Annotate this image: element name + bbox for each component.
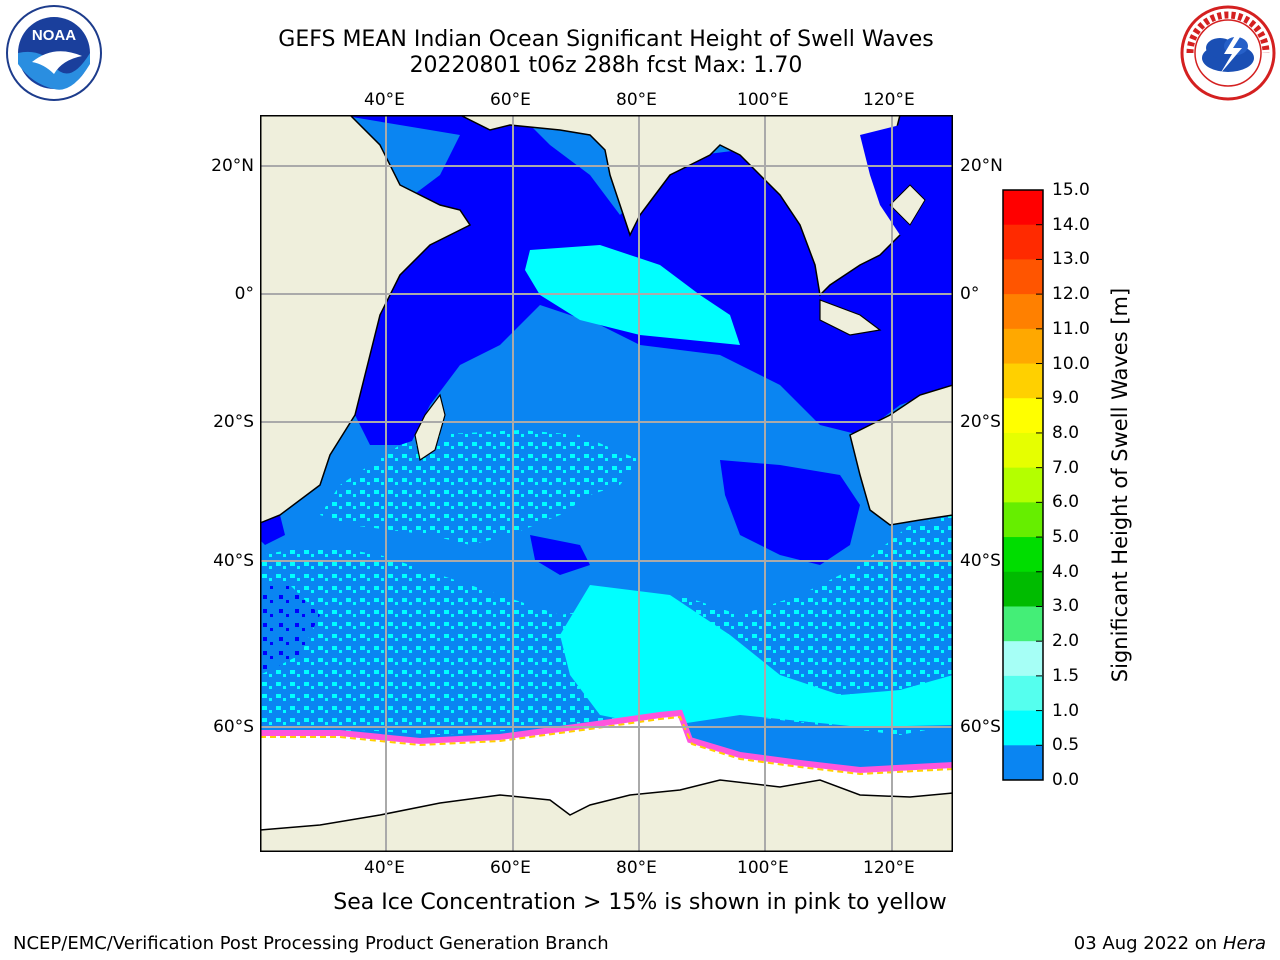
date-stamp: 03 Aug 2022 on Hera — [1074, 933, 1266, 954]
colorbar-tick-label: 0.0 — [1052, 770, 1080, 790]
colorbar-title: Significant Height of Swell Waves [m] — [1108, 287, 1132, 683]
colorbar-segment — [1003, 363, 1043, 399]
lon-label-bottom: 80°E — [616, 858, 657, 878]
colorbar — [1002, 189, 1044, 781]
high-swell-region-southwest — [320, 430, 640, 545]
colorbar-segment — [1003, 571, 1043, 607]
date-text: 03 Aug 2022 on — [1073, 933, 1218, 954]
lon-label-top: 120°E — [863, 90, 915, 110]
colorbar-segment — [1003, 606, 1043, 642]
colorbar-segment — [1003, 259, 1043, 295]
colorbar-segment — [1003, 432, 1043, 469]
sumatra-java-land — [819, 299, 882, 336]
map-panel — [260, 115, 953, 852]
host-name: Hera — [1222, 933, 1266, 954]
borneo-land — [889, 184, 926, 226]
map-subtitle: 20220801 t06z 288h fcst Max: 1.70 — [409, 53, 803, 78]
colorbar-segment — [1003, 641, 1043, 677]
nws-logo — [1180, 5, 1276, 101]
sea-ice-edge-yellow — [260, 715, 953, 776]
lat-label-left: 60°S — [213, 717, 254, 737]
colorbar-tick-label: 10.0 — [1052, 353, 1090, 374]
low-swell-region-central — [720, 460, 860, 565]
sea-ice-footnote: Sea Ice Concentration > 15% is shown in … — [333, 890, 947, 915]
low-swell-patch-west — [260, 515, 285, 545]
graticule — [260, 115, 953, 852]
credit-text: NCEP/EMC/Verification Post Processing Pr… — [13, 933, 609, 954]
low-swell-patch — [530, 535, 590, 575]
lon-label-top: 40°E — [364, 90, 405, 110]
colorbar-tick-label: 14.0 — [1052, 214, 1090, 235]
antarctica-land — [260, 779, 953, 852]
lat-label-left: 40°S — [213, 551, 254, 571]
sea-ice-edge-pink — [260, 709, 953, 774]
colorbar-segment — [1003, 328, 1043, 365]
lat-label-left: 0° — [234, 284, 254, 304]
colorbar-tick-label: 12.0 — [1052, 284, 1090, 305]
mixed-swell-west — [260, 585, 320, 675]
colorbar-tick-label: 7.0 — [1052, 457, 1080, 478]
colorbar-segment — [1003, 224, 1043, 260]
noaa-logo-text: NOAA — [32, 27, 76, 44]
colorbar-segment — [1003, 294, 1043, 330]
lon-label-top: 100°E — [737, 90, 789, 110]
lat-label-left: 20°S — [213, 412, 254, 432]
lon-label-bottom: 60°E — [490, 858, 531, 878]
colorbar-segment — [1003, 745, 1043, 781]
lon-label-bottom: 100°E — [737, 858, 789, 878]
lon-label-top: 80°E — [616, 90, 657, 110]
lon-label-bottom: 40°E — [364, 858, 405, 878]
madagascar-land — [414, 393, 446, 461]
map-title: GEFS MEAN Indian Ocean Significant Heigh… — [278, 27, 934, 52]
lat-label-left: 20°N — [211, 156, 254, 176]
colorbar-tick-label: 0.5 — [1052, 735, 1080, 756]
map-border — [260, 115, 953, 852]
colorbar-segment — [1003, 467, 1043, 503]
colorbar-tick-label: 1.0 — [1052, 700, 1080, 721]
colorbar-segment — [1003, 710, 1043, 746]
high-swell-core — [560, 585, 953, 727]
lat-label-right: 60°S — [960, 717, 1001, 737]
colorbar-segment — [1003, 398, 1043, 434]
lat-label-right: 0° — [960, 284, 980, 304]
colorbar-segment — [1003, 537, 1043, 573]
lat-label-right: 20°N — [960, 156, 1003, 176]
colorbar-tick-label: 13.0 — [1052, 249, 1090, 270]
colorbar-border — [1002, 189, 1044, 781]
colorbar-tick-label: 9.0 — [1052, 388, 1080, 409]
colorbar-tick-label: 8.0 — [1052, 422, 1080, 443]
colorbar-tick-label: 5.0 — [1052, 527, 1080, 548]
noaa-logo: NOAA — [6, 5, 102, 101]
lon-label-top: 60°E — [490, 90, 531, 110]
colorbar-tick-label: 1.5 — [1052, 665, 1080, 686]
lon-label-bottom: 120°E — [863, 858, 915, 878]
colorbar-tick-label: 11.0 — [1052, 318, 1090, 339]
colorbar-tick-label: 4.0 — [1052, 561, 1080, 582]
colorbar-tick-label: 3.0 — [1052, 596, 1080, 617]
colorbar-segment — [1003, 190, 1043, 226]
colorbar-segment — [1003, 502, 1043, 538]
lat-label-right: 20°S — [960, 412, 1001, 432]
lat-label-right: 40°S — [960, 551, 1001, 571]
colorbar-tick-label: 2.0 — [1052, 631, 1080, 652]
colorbar-segment — [1003, 675, 1043, 712]
colorbar-tick-label: 15.0 — [1052, 180, 1090, 200]
colorbar-tick-label: 6.0 — [1052, 492, 1080, 513]
australia-land — [849, 384, 953, 526]
